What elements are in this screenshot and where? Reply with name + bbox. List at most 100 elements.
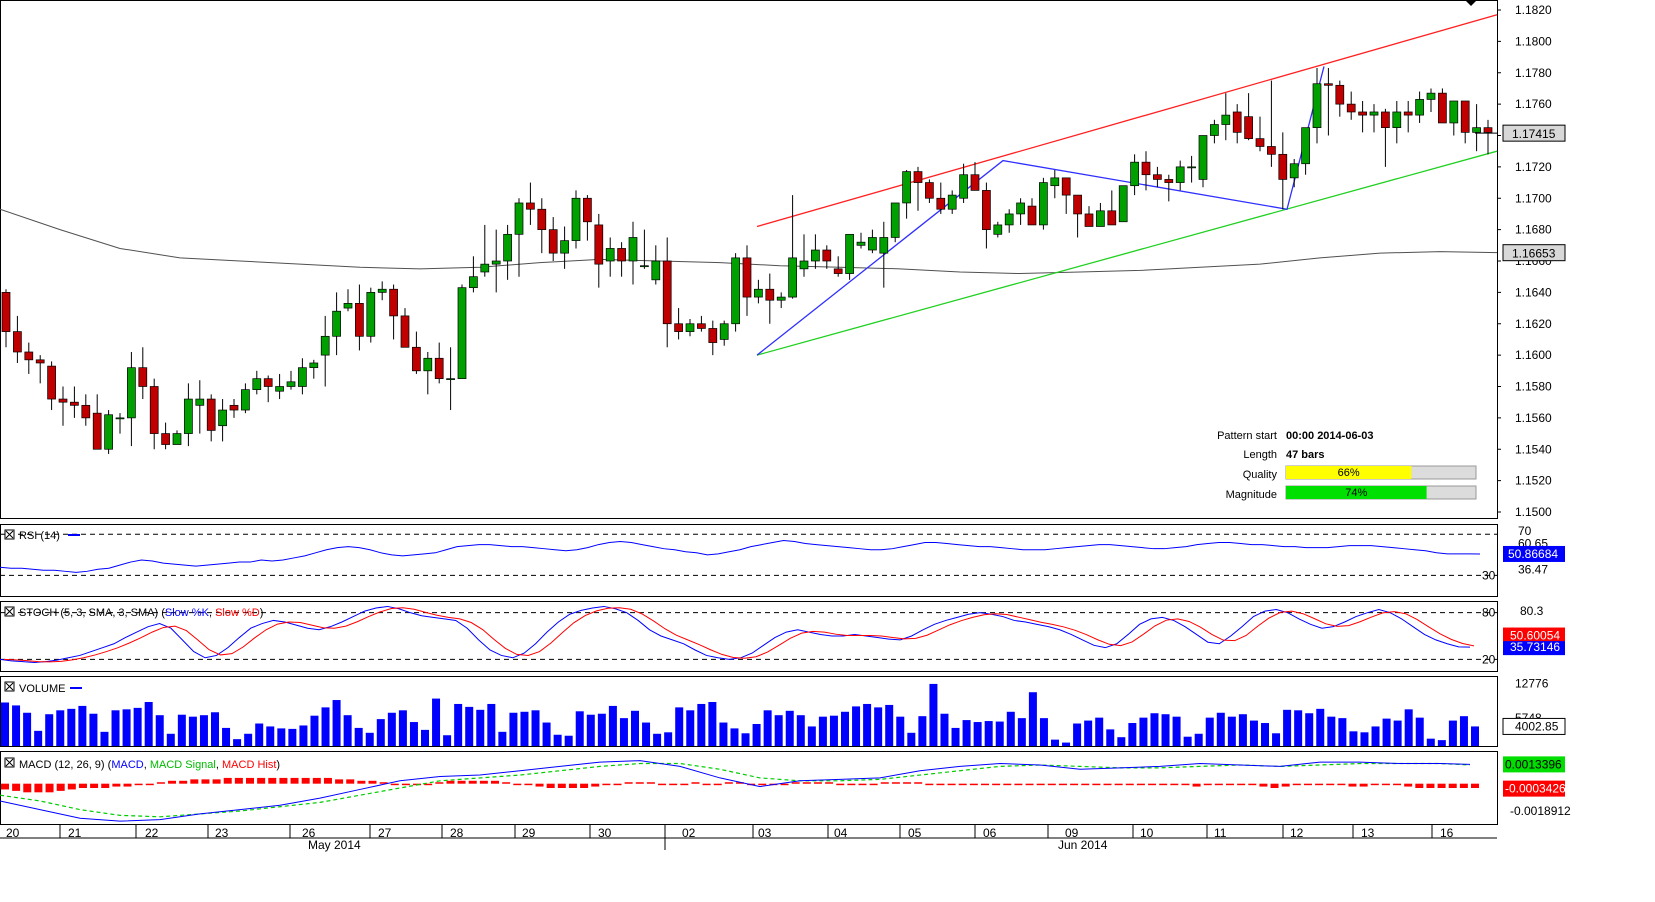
rsi-tick-label: 50.86684 (1508, 547, 1558, 561)
volume-bar (542, 722, 551, 746)
candle-body (731, 257, 740, 325)
candle (583, 195, 592, 241)
rsi-header[interactable]: RSI (14) (4, 529, 80, 542)
macd-hist-bar (1025, 783, 1034, 786)
macd-hist-bar (424, 783, 433, 786)
candle-body (594, 224, 604, 265)
macd-hist-bar (190, 779, 199, 784)
day-label: 30 (598, 826, 612, 840)
rsi-line (0, 539, 1481, 573)
candle-body (241, 389, 250, 411)
macd-hist-bar (691, 782, 700, 784)
candle (434, 342, 444, 384)
candle (263, 375, 273, 403)
volume-bar (244, 733, 253, 746)
scroll-end-icon[interactable] (1465, 0, 1477, 6)
candle-body (1210, 124, 1219, 136)
macd-hist-bar (479, 780, 488, 784)
volume-bar (1283, 709, 1292, 746)
candle-body (1027, 205, 1037, 226)
candle-body (286, 381, 296, 387)
candle-body (788, 257, 797, 298)
rsi-title: RSI (14) (19, 530, 60, 542)
candle (959, 163, 968, 203)
macd-hist-bar (179, 780, 188, 784)
day-label: 06 (983, 826, 997, 840)
candle (1472, 104, 1481, 152)
macd-hist-bar (123, 783, 132, 787)
macd-hist-bar (268, 777, 277, 784)
macd-hist-bar (992, 783, 1001, 786)
candle-body (127, 367, 136, 419)
volume-bar (1261, 723, 1269, 746)
candle (685, 319, 695, 337)
candle (343, 289, 353, 312)
candle-body (412, 346, 421, 372)
month-label: Jun 2014 (1058, 838, 1108, 852)
candle-body (1187, 166, 1196, 169)
macd-hist-bar (1326, 783, 1335, 786)
macd-hist-bar (1370, 783, 1379, 786)
volume-bar (995, 721, 1004, 746)
macd-hist-bar (312, 777, 321, 784)
candle (1392, 100, 1402, 144)
macd-hist-bar (1415, 783, 1424, 788)
candle (1312, 68, 1322, 144)
candle-body (1232, 111, 1242, 133)
macd-hist-bar (1381, 783, 1390, 786)
candle (1027, 198, 1037, 226)
macd-hist-bar (580, 783, 589, 788)
volume-bar (907, 732, 916, 746)
volume-bar (1349, 731, 1358, 746)
day-label: 13 (1361, 826, 1375, 840)
macd-hist-bar (524, 783, 533, 786)
macd-hist-bar (591, 783, 600, 787)
macd-hist-bar (1092, 783, 1101, 786)
candle (1073, 194, 1082, 238)
rsi-tick-label: 70 (1518, 524, 1532, 538)
volume-bar (12, 705, 21, 746)
macd-line (0, 760, 1471, 822)
volume-bar (476, 709, 485, 746)
macd-header[interactable]: MACD (12, 26, 9) (MACD, MACD Signal, MAC… (4, 757, 280, 771)
candle (13, 315, 22, 363)
magnitude-bar-fill (1286, 486, 1427, 499)
volume-bar (1150, 713, 1159, 746)
candle-body (81, 404, 91, 419)
candle-body (320, 335, 330, 356)
macd-hist-bar (335, 779, 344, 784)
stoch-header[interactable]: STOCH (5, 3, SMA, 3, SMA) (Slow %K, Slow… (4, 606, 263, 619)
volume-header[interactable]: VOLUME (4, 681, 82, 695)
candle-body (1278, 153, 1288, 180)
macd-hist-bar (1393, 783, 1402, 786)
macd-hist-bar (914, 782, 923, 784)
volume-bar (553, 734, 562, 746)
candle (1130, 154, 1139, 196)
volume-bar (664, 732, 673, 746)
candle-body (434, 357, 444, 380)
candle (115, 413, 125, 434)
candle (423, 351, 433, 395)
macd-hist-bar (12, 783, 21, 791)
macd-hist-bar (1437, 783, 1446, 788)
candle-body (993, 224, 1003, 235)
volume-bar (1338, 718, 1347, 746)
macd-tick-label: -0.0018912 (1510, 804, 1571, 818)
candle (1289, 159, 1299, 188)
candle (172, 430, 182, 445)
macd-hist-bar (1136, 783, 1145, 786)
macd-hist-bar (90, 783, 99, 788)
candle (127, 351, 136, 447)
candle-body (1244, 116, 1253, 139)
ma-value-label: 1.16653 (1512, 247, 1556, 261)
candle-body (1130, 161, 1139, 187)
volume-bar (1382, 718, 1391, 746)
candle-body (719, 323, 729, 340)
candle (389, 284, 398, 340)
magnitude-label: Magnitude (1226, 489, 1277, 501)
candle (1232, 104, 1242, 144)
volume-bar (133, 707, 142, 746)
candle-body (833, 268, 843, 274)
macd-hist-bar (1114, 783, 1123, 786)
